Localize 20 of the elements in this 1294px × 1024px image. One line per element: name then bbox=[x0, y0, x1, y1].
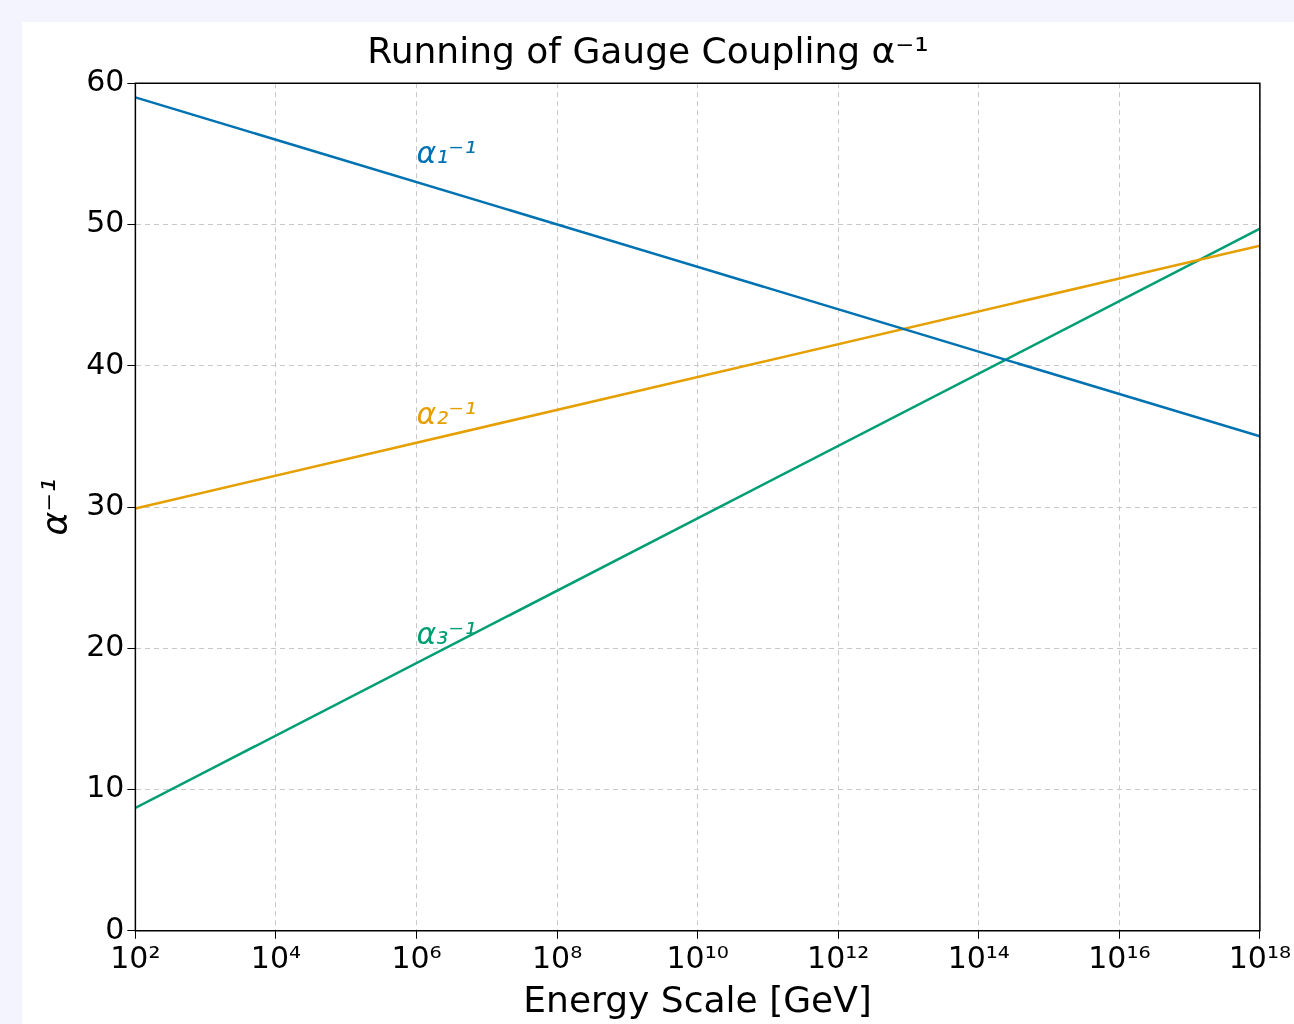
y-tick-label: 20 bbox=[86, 628, 125, 664]
x-tick-label: 10¹⁸ bbox=[1228, 939, 1291, 975]
y-tick-label: 10 bbox=[86, 769, 125, 805]
y-tick-label: 30 bbox=[86, 486, 125, 522]
x-tick-label: 10⁶ bbox=[391, 939, 442, 975]
y-tick-label: 60 bbox=[86, 63, 125, 98]
series-label: α₃⁻¹ bbox=[416, 615, 477, 651]
x-axis-title: Energy Scale [GeV] bbox=[523, 978, 872, 1020]
x-tick-label: 10⁸ bbox=[531, 939, 583, 975]
x-tick-label: 10⁴ bbox=[250, 939, 302, 975]
y-axis-title: α⁻¹ bbox=[33, 478, 75, 536]
x-tick-label: 10¹² bbox=[807, 939, 870, 975]
x-tick-label: 10¹⁴ bbox=[947, 939, 1010, 975]
y-tick-label: 40 bbox=[86, 345, 125, 381]
x-tick-label: 10¹⁶ bbox=[1088, 939, 1151, 975]
series-label: α₂⁻¹ bbox=[416, 395, 477, 431]
x-tick-label: 10¹⁰ bbox=[666, 939, 729, 975]
y-tick-label: 50 bbox=[86, 204, 125, 240]
chart-title: Running of Gauge Coupling α⁻¹ bbox=[367, 29, 929, 71]
series-label: α₁⁻¹ bbox=[416, 134, 477, 170]
